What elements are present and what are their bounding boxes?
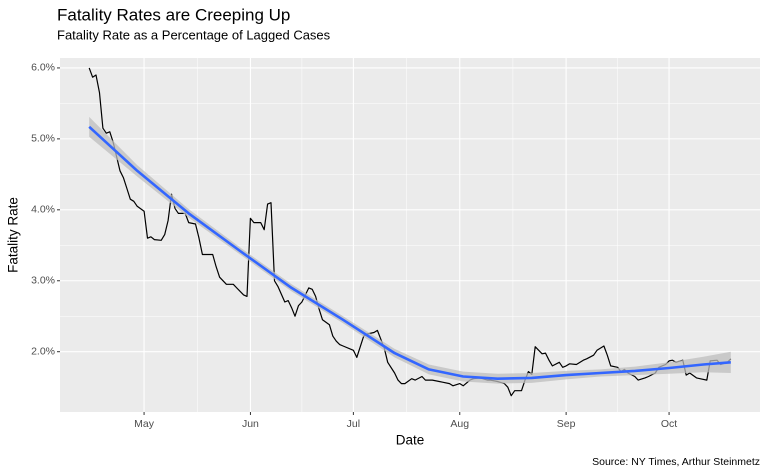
caption: Source: NY Times, Arthur Steinmetz: [592, 456, 760, 468]
trend-line: [88, 125, 731, 380]
x-tick-label: Sep: [557, 418, 576, 430]
x-tick-label: Aug: [450, 418, 469, 430]
plot-panel: [60, 58, 760, 412]
y-tick-label: 4.0%: [31, 204, 55, 216]
x-tick-label: May: [134, 418, 155, 430]
x-axis-title: Date: [396, 433, 425, 448]
y-tick-label: 3.0%: [31, 275, 55, 287]
x-tick-label: Jun: [242, 418, 259, 430]
y-tick-label: 6.0%: [31, 62, 55, 74]
chart-title: Fatality Rates are Creeping Up: [57, 5, 290, 24]
y-tick-label: 2.0%: [31, 345, 55, 357]
y-axis-title: Fatality Rate: [6, 197, 21, 273]
chart-subtitle: Fatality Rate as a Percentage of Lagged …: [57, 27, 331, 42]
x-tick-label: Jul: [347, 418, 360, 430]
y-tick-label: 5.0%: [31, 133, 55, 145]
x-tick-label: Oct: [661, 418, 677, 430]
